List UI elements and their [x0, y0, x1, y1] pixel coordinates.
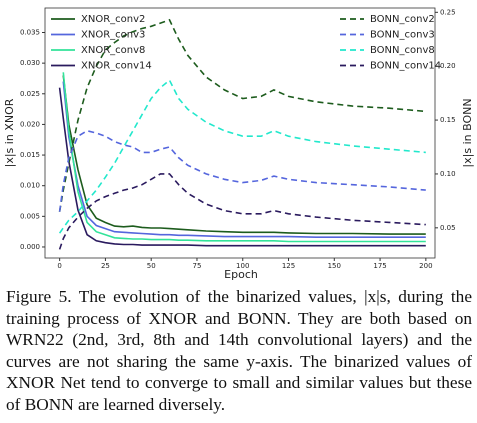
x-axis-label: Epoch: [224, 268, 258, 281]
x-tick-label: 75: [193, 262, 202, 270]
series-line: [58, 129, 426, 212]
x-tick-label: 200: [419, 262, 432, 270]
legend-label: XNOR_conv2: [81, 14, 145, 25]
legend-label: BONN_conv8: [370, 45, 435, 56]
y2-axis-label: |x|s in BONN: [461, 98, 474, 167]
x-tick-label: 125: [282, 262, 295, 270]
y-tick-label: 0.010: [20, 182, 40, 190]
y-tick-label: 0.000: [20, 243, 40, 251]
legend-label: BONN_conv14: [370, 61, 441, 72]
y-tick-label: 0.035: [20, 29, 40, 37]
y2-tick-label: 0.10: [440, 170, 456, 178]
x-tick-label: 50: [147, 262, 156, 270]
series-line: [62, 72, 426, 243]
legend-label: XNOR_conv3: [81, 30, 145, 41]
caption: Figure 5. The evolution of the binarized…: [6, 287, 472, 414]
legend-label: XNOR_conv14: [81, 61, 152, 72]
series-line: [62, 81, 426, 238]
plot-frame: [44, 7, 436, 259]
x-tick-label: 0: [57, 262, 61, 270]
chart: Epoch |x|s in XNOR |x|s in BONN 0 25 50 75 1…: [3, 7, 474, 281]
y2-tick-label: 0.05: [440, 224, 456, 232]
series-line: [58, 78, 426, 234]
y2-tick-label: 0.25: [440, 8, 456, 16]
y-tick-label: 0.030: [20, 59, 40, 67]
series-line: [58, 87, 426, 247]
x-tick-label: 150: [328, 262, 341, 270]
legend-label: BONN_conv2: [370, 14, 435, 25]
series-line: [62, 75, 426, 235]
series-line: [58, 173, 426, 250]
x-tick-label: 100: [236, 262, 249, 270]
x-tick-label: 25: [101, 262, 110, 270]
series-line: [58, 18, 426, 212]
x-tick-label: 175: [373, 262, 386, 270]
y-tick-label: 0.025: [20, 90, 40, 98]
legend-label: XNOR_conv8: [81, 45, 145, 56]
legend-label: BONN_conv3: [370, 30, 435, 41]
y-tick-label: 0.020: [20, 120, 40, 128]
y2-tick-label: 0.20: [440, 62, 456, 70]
y-tick-label: 0.005: [20, 212, 40, 220]
y-tick-label: 0.015: [20, 151, 40, 159]
y2-tick-label: 0.15: [440, 116, 456, 124]
y-axis-label: |x|s in XNOR: [3, 98, 16, 167]
